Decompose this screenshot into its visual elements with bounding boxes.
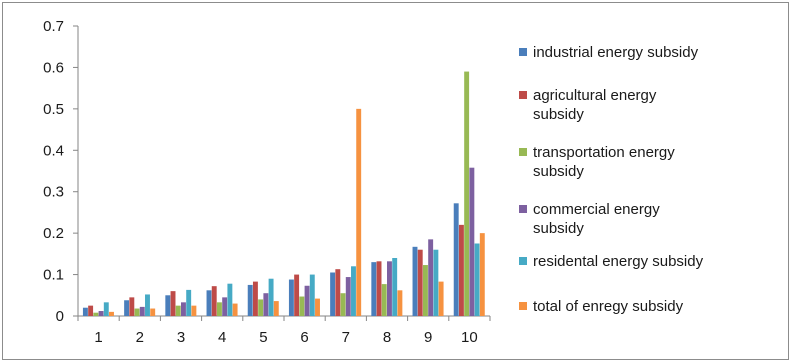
bar: [181, 302, 186, 316]
x-tick-label: 8: [383, 329, 391, 346]
bar: [392, 258, 398, 316]
bar: [433, 249, 439, 316]
bar: [458, 224, 464, 316]
bar: [258, 299, 264, 316]
bar: [474, 243, 480, 316]
bar: [175, 305, 181, 316]
bar: [422, 265, 428, 316]
y-tick-label: 0.6: [43, 59, 64, 76]
bar: [124, 300, 130, 316]
bar: [387, 261, 392, 316]
bar: [206, 290, 212, 316]
x-tick-label: 3: [177, 329, 185, 346]
bar: [109, 311, 114, 316]
legend-label: subsidy: [533, 220, 584, 237]
bar: [309, 274, 315, 316]
bar: [103, 302, 109, 316]
bar: [211, 286, 217, 316]
bar: [268, 278, 274, 316]
bar: [335, 269, 341, 316]
bar: [345, 277, 351, 316]
legend-label: residental energy subsidy: [533, 253, 704, 270]
bar: [356, 108, 362, 316]
bar: [294, 274, 300, 316]
x-axis: 1 2 3 4 5 6 7 8 9 10: [77, 315, 491, 346]
bar: [186, 289, 192, 316]
x-tick-label: 7: [342, 329, 350, 346]
bars: [82, 71, 485, 316]
bar: [222, 297, 228, 316]
bar: [191, 305, 197, 316]
bar: [299, 296, 305, 316]
bar: [453, 203, 459, 316]
legend-label: subsidy: [533, 106, 584, 123]
bar: [315, 298, 320, 316]
x-tick-label: 4: [218, 329, 226, 346]
bar: [129, 297, 135, 316]
x-tick-label: 6: [300, 329, 308, 346]
bar: [139, 306, 145, 316]
bar: [263, 293, 269, 316]
bar: [417, 249, 423, 316]
bar: [479, 233, 485, 316]
bar: [330, 272, 336, 316]
bar: [340, 293, 346, 316]
y-tick-label: 0.3: [43, 184, 64, 201]
bar: [232, 303, 238, 316]
bar: [150, 308, 156, 316]
bar: [134, 308, 140, 316]
bar: [170, 291, 176, 316]
y-tick-label: 0.2: [43, 225, 64, 242]
y-tick-label: 0.5: [43, 101, 64, 118]
legend-swatch: [519, 257, 527, 265]
legend-label: subsidy: [533, 163, 584, 180]
legend-swatch: [519, 91, 527, 99]
bar: [247, 284, 253, 316]
bar: [381, 284, 387, 316]
y-tick-label: 0.4: [43, 142, 64, 159]
bar: [252, 281, 258, 316]
bar: [412, 246, 418, 316]
legend-label: total of enregy subsidy: [533, 298, 684, 315]
bar: [98, 311, 104, 316]
bar: [288, 279, 294, 316]
x-tick-label: 9: [424, 329, 432, 346]
bar: [371, 262, 377, 316]
bar: [93, 312, 99, 316]
x-tick-label: 10: [461, 329, 478, 346]
legend-label: agricultural energy: [533, 87, 657, 104]
y-tick-label: 0: [56, 308, 64, 325]
bar: [351, 266, 356, 316]
bar: [397, 290, 403, 316]
x-tick-label: 2: [136, 329, 144, 346]
bar: [376, 261, 382, 316]
x-tick-label: 1: [94, 329, 102, 346]
legend-label: commercial energy: [533, 201, 660, 218]
y-axis: 0 0.1 0.2 0.3 0.4 0.5 0.6 0.7: [43, 18, 79, 325]
legend: industrial energy subsidy agricultural en…: [519, 44, 704, 315]
legend-label: industrial energy subsidy: [533, 44, 699, 61]
bar: [464, 71, 470, 316]
bar: [227, 283, 233, 316]
legend-label: transportation energy: [533, 144, 675, 161]
bar: [438, 281, 444, 316]
x-tick-label: 5: [259, 329, 267, 346]
legend-swatch: [519, 48, 527, 56]
legend-swatch: [519, 302, 527, 310]
bar: [304, 285, 310, 316]
bar: [88, 305, 94, 316]
bar: [216, 302, 222, 316]
bar: [145, 294, 150, 316]
bar: [273, 301, 279, 316]
y-tick-label: 0.1: [43, 267, 64, 284]
bar: [469, 167, 475, 316]
bar: [428, 239, 434, 316]
legend-swatch: [519, 148, 527, 156]
y-tick-label: 0.7: [43, 18, 64, 35]
legend-swatch: [519, 205, 527, 213]
bar: [165, 295, 171, 316]
bar: [82, 307, 88, 316]
